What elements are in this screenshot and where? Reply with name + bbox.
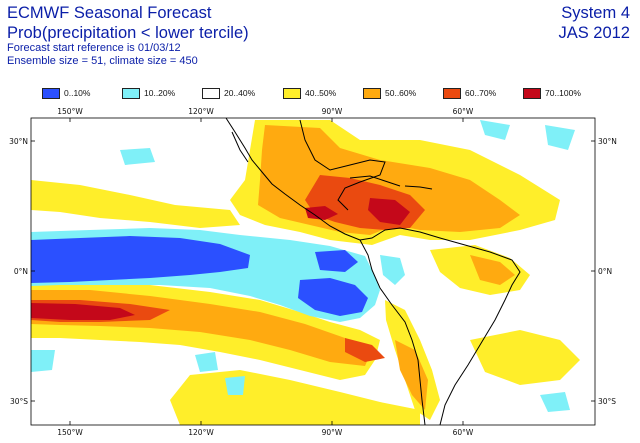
legend-label: 0..10%	[64, 88, 91, 98]
legend-swatch	[202, 88, 220, 99]
tick-marks	[31, 118, 595, 425]
yellow-north-west	[31, 180, 240, 228]
blue-east-pacific	[298, 278, 368, 316]
lon-label-60w-bottom: 60°W	[453, 428, 474, 437]
darkred-caribbean	[368, 198, 410, 225]
blue-equatorial-pacific	[31, 236, 250, 283]
legend: 0..10% 10..20% 20..40% 40..50% 50..60% 6…	[0, 86, 640, 102]
cyan-south-pacific-2	[225, 376, 245, 395]
legend-swatch	[363, 88, 381, 99]
cyan-south-pacific-1	[195, 352, 218, 372]
lat-label-30n-right: 30°N	[598, 137, 617, 146]
cyan-south-atlantic	[540, 392, 570, 412]
south-america-west-coast	[359, 239, 426, 426]
lat-label-30s-right: 30°S	[598, 397, 616, 406]
cyan-north-east-2	[545, 125, 575, 150]
baja-california	[231, 131, 249, 163]
redorange-peru-coast	[345, 338, 385, 362]
lat-labels-right: 30°N 0°N 30°S	[598, 137, 617, 406]
cyan-galapagos	[380, 255, 405, 285]
cyan-north-east	[480, 120, 510, 140]
lon-labels-top: 150°W 120°W 90°W 60°W	[57, 107, 474, 116]
cyan-west-edge	[31, 350, 55, 372]
legend-swatch	[42, 88, 60, 99]
legend-label: 20..40%	[224, 88, 256, 98]
yellow-south-atlantic	[470, 330, 580, 385]
south-america-coast	[359, 227, 521, 426]
cuba	[349, 175, 401, 187]
forecast-start-reference: Forecast start reference is 01/03/12	[7, 42, 181, 54]
cyan-north-pacific	[120, 148, 155, 165]
lat-label-30n-left: 30°N	[9, 137, 28, 146]
probability-field	[31, 118, 595, 425]
lon-label-150w-bottom: 150°W	[57, 428, 83, 437]
lon-labels-bottom: 150°W 120°W 90°W 60°W	[57, 428, 474, 437]
legend-label: 40..50%	[305, 88, 337, 98]
lon-label-120w-top: 120°W	[188, 107, 214, 116]
legend-swatch	[122, 88, 140, 99]
legend-swatch	[283, 88, 301, 99]
lon-label-150w-top: 150°W	[57, 107, 83, 116]
legend-swatch	[523, 88, 541, 99]
lon-label-60w-top: 60°W	[453, 107, 474, 116]
legend-swatch	[443, 88, 461, 99]
north-america-coast	[225, 117, 361, 241]
legend-label: 60..70%	[465, 88, 497, 98]
lon-label-120w-bottom: 120°W	[188, 428, 214, 437]
coastlines	[225, 117, 521, 426]
lat-labels-left: 30°N 0°N 30°S	[9, 137, 28, 406]
lat-label-0-right: 0°N	[598, 267, 612, 276]
lat-label-30s-left: 30°S	[10, 397, 28, 406]
band-0-10	[31, 236, 368, 316]
legend-label: 50..60%	[385, 88, 417, 98]
page-subtitle: Prob(precipitation < lower tercile)	[7, 24, 249, 42]
lon-label-90w-top: 90°W	[322, 107, 343, 116]
orange-andes-south	[395, 340, 428, 410]
page-title: ECMWF Seasonal Forecast	[7, 4, 212, 22]
orange-brazil-east	[470, 255, 515, 285]
hispaniola	[404, 185, 433, 190]
darkred-central-america	[305, 206, 338, 220]
map-frame	[30, 117, 596, 426]
forecast-map: 150°W 120°W 90°W 60°W 150°W 120°W 90°W 6…	[9, 107, 617, 437]
lon-label-90w-bottom: 90°W	[322, 428, 343, 437]
legend-label: 10..20%	[144, 88, 176, 98]
forecast-period: JAS 2012	[558, 24, 630, 42]
blue-eastern-small	[315, 250, 358, 272]
system-label: System 4	[561, 4, 630, 22]
ensemble-size: Ensemble size = 51, climate size = 450	[7, 55, 198, 67]
lat-label-0-left: 0°N	[14, 267, 28, 276]
gulf-of-mexico-coast	[299, 119, 386, 211]
darkred-west-pacific	[31, 303, 135, 320]
legend-label: 70..100%	[545, 88, 581, 98]
